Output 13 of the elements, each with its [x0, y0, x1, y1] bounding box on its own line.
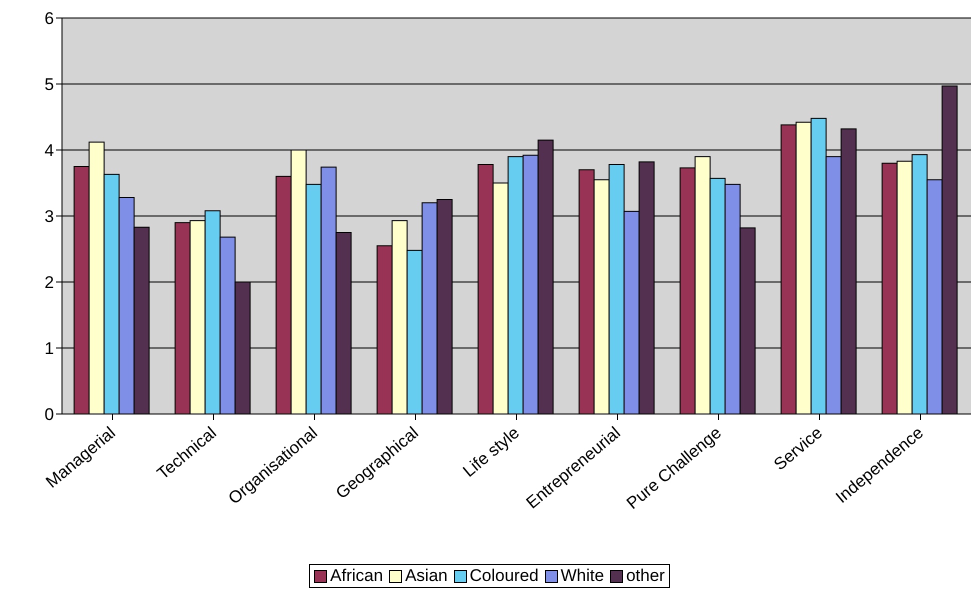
y-tick-label: 3	[44, 207, 54, 226]
y-tick-label: 1	[44, 339, 54, 358]
y-tick-label: 6	[44, 9, 54, 28]
legend-label: African	[329, 566, 384, 586]
y-tick-label: 0	[44, 405, 54, 424]
legend-label: other	[625, 566, 665, 586]
legend-label: Asian	[404, 566, 448, 586]
legend-label: White	[560, 566, 604, 586]
y-tick-label: 5	[44, 75, 54, 94]
x-tick-label: Life style	[459, 423, 523, 481]
legend-label: Coloured	[468, 566, 539, 586]
y-tick-label: 2	[44, 273, 54, 292]
y-tick-label: 4	[44, 141, 54, 160]
